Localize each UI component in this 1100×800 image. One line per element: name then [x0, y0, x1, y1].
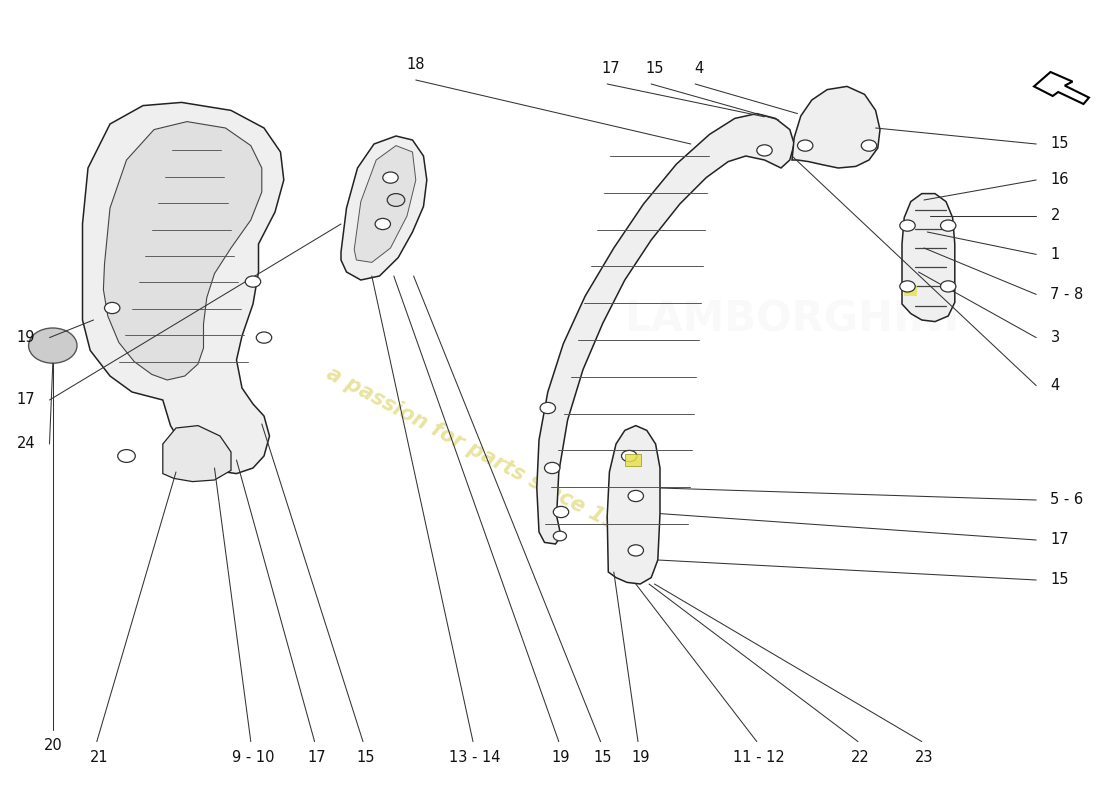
Text: 15: 15	[356, 750, 374, 765]
Circle shape	[900, 220, 915, 231]
Text: 11 - 12: 11 - 12	[733, 750, 785, 765]
Text: 17: 17	[1050, 533, 1069, 547]
Polygon shape	[163, 426, 231, 482]
Circle shape	[553, 531, 566, 541]
Text: 1: 1	[1050, 247, 1059, 262]
Text: 17: 17	[308, 750, 326, 765]
Text: 19: 19	[631, 750, 649, 765]
Polygon shape	[1034, 72, 1089, 104]
Circle shape	[553, 506, 569, 518]
Circle shape	[387, 194, 405, 206]
Circle shape	[118, 450, 135, 462]
Circle shape	[104, 302, 120, 314]
Circle shape	[383, 172, 398, 183]
Text: 18: 18	[407, 57, 425, 72]
Circle shape	[544, 462, 560, 474]
Text: 15: 15	[646, 61, 663, 76]
Text: a passion for parts since 1985: a passion for parts since 1985	[322, 364, 646, 548]
Polygon shape	[354, 146, 416, 262]
Text: 2: 2	[1050, 209, 1060, 223]
Circle shape	[245, 276, 261, 287]
Text: 16: 16	[1050, 173, 1069, 187]
Circle shape	[940, 281, 956, 292]
Circle shape	[256, 332, 272, 343]
Text: 22: 22	[850, 750, 870, 765]
Text: 7 - 8: 7 - 8	[1050, 287, 1084, 302]
Polygon shape	[902, 194, 955, 322]
Polygon shape	[792, 86, 880, 168]
Circle shape	[29, 328, 77, 363]
Polygon shape	[341, 136, 427, 280]
Text: 4: 4	[1050, 378, 1059, 393]
Circle shape	[628, 545, 643, 556]
Text: 15: 15	[1050, 137, 1069, 151]
Bar	[904, 286, 917, 296]
Text: 19: 19	[552, 750, 570, 765]
Text: 24: 24	[16, 437, 35, 451]
Text: 13 - 14: 13 - 14	[450, 750, 500, 765]
Text: LAMBORGHINI: LAMBORGHINI	[625, 299, 959, 341]
Circle shape	[861, 140, 877, 151]
Text: 4: 4	[694, 61, 703, 76]
Polygon shape	[537, 114, 794, 544]
Text: 19: 19	[16, 330, 35, 345]
Circle shape	[621, 450, 637, 462]
Circle shape	[940, 220, 956, 231]
Circle shape	[540, 402, 556, 414]
Text: 17: 17	[16, 393, 35, 407]
Text: 9 - 10: 9 - 10	[232, 750, 274, 765]
Polygon shape	[82, 102, 284, 474]
Text: 20: 20	[43, 738, 63, 753]
Text: 23: 23	[915, 750, 933, 765]
Text: 15: 15	[594, 750, 612, 765]
Text: 3: 3	[1050, 330, 1059, 345]
Text: 21: 21	[90, 750, 108, 765]
Text: 15: 15	[1050, 573, 1069, 587]
Circle shape	[900, 281, 915, 292]
Circle shape	[757, 145, 772, 156]
Bar	[625, 454, 641, 466]
Circle shape	[798, 140, 813, 151]
Polygon shape	[103, 122, 262, 380]
Text: 17: 17	[602, 61, 619, 76]
Circle shape	[628, 490, 643, 502]
Circle shape	[375, 218, 390, 230]
Polygon shape	[607, 426, 660, 584]
Text: 5 - 6: 5 - 6	[1050, 493, 1084, 507]
